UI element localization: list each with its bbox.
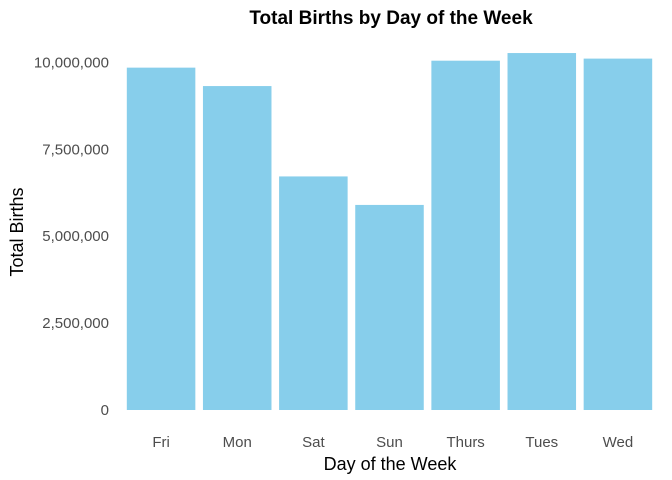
- bar-sat: [279, 176, 348, 410]
- y-tick-label: 5,000,000: [42, 228, 109, 245]
- x-tick-label: Sun: [376, 434, 403, 451]
- y-tick-label: 10,000,000: [34, 54, 109, 71]
- x-axis-ticks: Fri Mon Sat Sun Thurs Tues Wed: [152, 434, 633, 451]
- bar-thurs: [431, 60, 500, 410]
- bars: [126, 53, 653, 410]
- x-axis-title: Day of the Week: [324, 454, 458, 474]
- x-tick-label: Tues: [525, 434, 558, 451]
- x-tick-label: Sat: [302, 434, 325, 451]
- bar-sun: [355, 204, 424, 410]
- y-tick-label: 2,500,000: [42, 315, 109, 332]
- bar-fri: [126, 67, 196, 410]
- y-axis-title: Total Births: [7, 187, 27, 276]
- bar-mon: [202, 86, 272, 410]
- y-axis-ticks: 0 2,500,000 5,000,000 7,500,000 10,000,000: [34, 54, 109, 419]
- x-tick-label: Wed: [603, 434, 634, 451]
- bar-wed: [583, 58, 653, 410]
- y-tick-label: 0: [101, 402, 109, 419]
- bar-tues: [507, 53, 577, 410]
- x-tick-label: Fri: [152, 434, 170, 451]
- chart-title: Total Births by Day of the Week: [249, 8, 533, 29]
- y-tick-label: 7,500,000: [42, 141, 109, 158]
- x-tick-label: Thurs: [446, 434, 484, 451]
- x-tick-label: Mon: [223, 434, 252, 451]
